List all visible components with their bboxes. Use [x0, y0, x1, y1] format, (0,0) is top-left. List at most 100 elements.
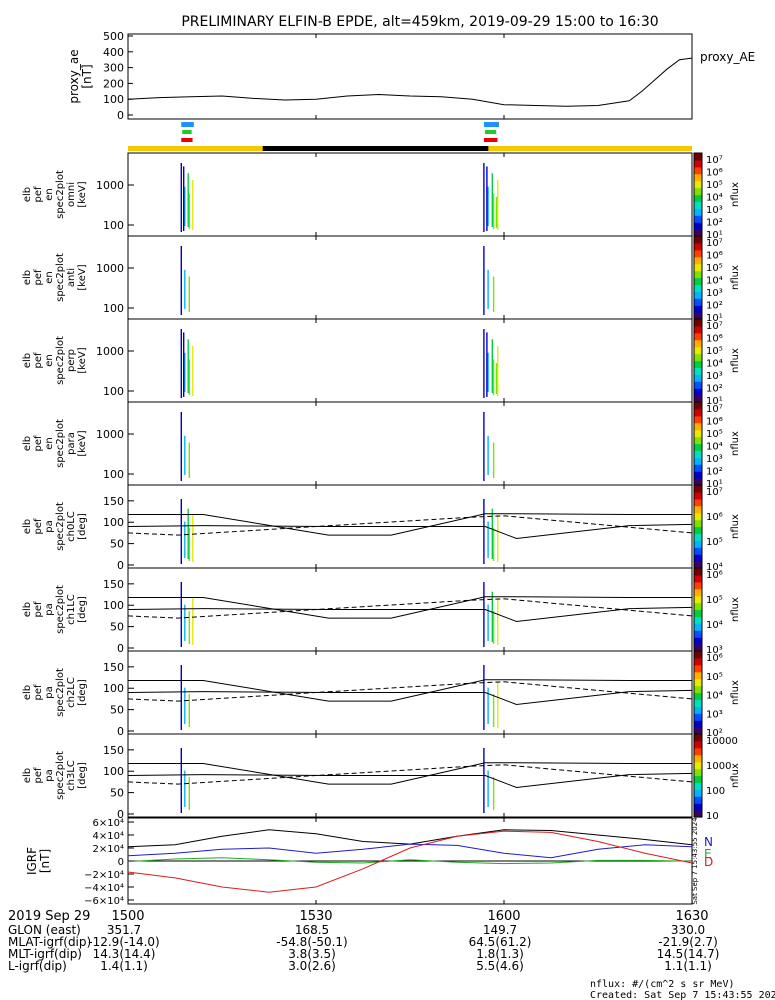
- colorbar-segment: [694, 478, 702, 486]
- orbit-row-value: 14.5(14.7): [657, 947, 720, 961]
- colorbar-segment: [694, 568, 702, 576]
- y-tick-label: 100: [103, 385, 124, 398]
- colorbar-tick-label: 10⁶: [706, 570, 723, 581]
- colorbar-segment: [694, 554, 702, 562]
- colorbar-segment: [694, 720, 702, 728]
- colorbar-segment: [694, 457, 702, 465]
- colorbar-segment: [694, 561, 702, 569]
- colorbar-segment: [694, 581, 702, 590]
- colorbar-segment: [694, 173, 702, 182]
- science-zone-bar: [483, 122, 499, 127]
- y-axis-label-y6: [deg]: [77, 596, 88, 623]
- y-axis-label-y2: pef: [33, 186, 44, 203]
- colorbar-segment: [694, 298, 702, 306]
- colorbar-tick-label: 10⁴: [706, 691, 723, 702]
- time-axis: 1500 1530 1600 1630 2019 Sep 29: [8, 909, 709, 924]
- y-tick-label: 100: [103, 468, 124, 481]
- y-tick-label: 100: [103, 682, 124, 695]
- science-zone-red-bar: [483, 138, 498, 142]
- y-axis-label-y6: [deg]: [77, 762, 88, 789]
- colorbar-segment: [694, 159, 702, 168]
- colorbar-segment: [694, 236, 702, 244]
- colorbar-tick-label: 10⁴: [706, 359, 723, 370]
- y-axis-label-y2: pef: [33, 767, 44, 784]
- y-axis-label-y4: spec2plot: [55, 751, 66, 800]
- science-zone-green-bar: [484, 130, 497, 134]
- colorbar-segment: [694, 374, 702, 382]
- orbit-row-value: 3.0(2.6): [288, 959, 336, 973]
- orbit-row-value: 168.5: [295, 923, 329, 937]
- y-tick-label: 0: [117, 725, 124, 738]
- y-axis-label-y3: en: [44, 271, 55, 284]
- colorbar-segment: [694, 402, 702, 410]
- y-axis-label-y6: [keV]: [77, 347, 88, 373]
- colorbar-segment: [694, 574, 702, 583]
- colorbar-tick-label: 10²: [706, 218, 723, 229]
- ae-panel: 500 400 300 200 100 0 proxy_ae [nT] proxy_AE: [67, 30, 755, 122]
- colorbar-segment: [694, 464, 702, 472]
- y-tick-label: 150: [103, 661, 124, 674]
- igrf-legend-d: D: [704, 855, 713, 869]
- pitch-panel-ch2LC: 150 100 50 0 elb pef pa spec2plot ch2LC [deg] 10⁶ 1…: [22, 650, 741, 739]
- colorbar-segment: [694, 485, 702, 493]
- colorbar-tick-label: 10⁷: [706, 238, 723, 249]
- pitch-panel-ch3LC: 150 100 50 0 elb pef pa spec2plot ch3LC [deg] 1000…: [22, 733, 741, 822]
- colorbar-segment: [694, 215, 702, 223]
- y-tick-label: 400: [103, 46, 124, 59]
- colorbar-tick-label: 10¹: [706, 479, 723, 490]
- colorbar-segment: [694, 595, 702, 604]
- colorbar-segment: [694, 685, 702, 694]
- orbit-row-value: 3.8(3.5): [288, 947, 336, 961]
- y-tick-label: 100: [103, 219, 124, 232]
- colorbar-segment: [694, 623, 702, 631]
- colorbar-segment: [694, 339, 702, 348]
- colorbar-segment: [694, 671, 702, 680]
- colorbar-segment: [694, 312, 702, 320]
- y-tick-label: 0: [118, 857, 124, 868]
- loss-cone-line-upper: [128, 513, 692, 536]
- ae-series-line: [127, 57, 693, 107]
- y-tick-label: 4×10⁴: [93, 831, 124, 842]
- igrf-panel: 6×10⁴ 4×10⁴ 2×10⁴ 0 −2×10⁴ −4×10⁴ −6×10⁴ IGRF [n…: [25, 817, 713, 907]
- y-tick-label: 150: [103, 495, 124, 508]
- colorbar-unit-label: nflux: [730, 348, 741, 373]
- colorbar-segment: [694, 512, 702, 521]
- y-axis-label-y5: omni: [66, 182, 77, 207]
- colorbar-segment: [694, 284, 702, 292]
- y-tick-label: 0: [117, 808, 124, 821]
- colorbar-segment: [694, 498, 702, 507]
- colorbar-segment: [694, 319, 702, 327]
- colorbar-segment: [694, 754, 702, 763]
- colorbar-segment: [694, 471, 702, 479]
- colorbar-segment: [694, 789, 702, 797]
- colorbar-segment: [694, 450, 702, 458]
- y-axis-label-y1: elb: [22, 768, 33, 783]
- colorbar-tick-label: 10⁴: [706, 620, 723, 631]
- y-axis-label-y2: pef: [33, 269, 44, 286]
- y-tick-label: 0: [117, 642, 124, 655]
- y-axis-label-y5: para: [66, 432, 77, 455]
- colorbar-segment: [694, 616, 702, 624]
- y-axis-label-y2: pef: [33, 684, 44, 701]
- loss-cone-line-lower: [127, 523, 693, 540]
- colorbar-segment: [694, 692, 702, 700]
- y-tick-label: 1000: [96, 179, 124, 192]
- y-axis-label-y4: spec2plot: [55, 253, 66, 302]
- y-axis-label-y2: pef: [33, 435, 44, 452]
- y-tick-label: 50: [110, 704, 124, 717]
- colorbar-unit-label: nflux: [730, 597, 741, 622]
- y-tick-label: 1000: [96, 428, 124, 441]
- colorbar-segment: [694, 388, 702, 396]
- orbit-row-value: 64.5(61.2): [469, 935, 532, 949]
- y-axis-label-y2: pef: [33, 518, 44, 535]
- colorbar-segment: [694, 775, 702, 783]
- y-tick-label: 50: [110, 621, 124, 634]
- loss-cone-line-upper: [128, 679, 692, 702]
- colorbar-segment: [694, 699, 702, 707]
- colorbar-tick-label: 10³: [706, 371, 723, 382]
- colorbar-tick-label: 10³: [706, 288, 723, 299]
- colorbar-segment: [694, 768, 702, 777]
- loss-cone-line-upper: [128, 596, 692, 619]
- colorbar-tick-label: 10⁵: [706, 537, 723, 548]
- colorbar-segment: [694, 249, 702, 258]
